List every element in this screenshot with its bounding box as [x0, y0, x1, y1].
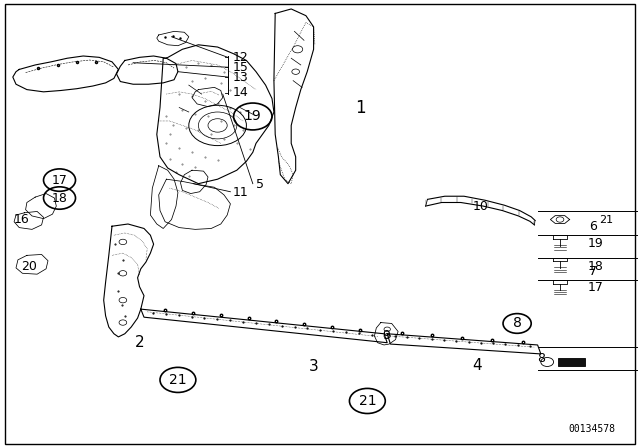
Text: 21: 21 [599, 215, 613, 224]
Text: 3: 3 [308, 359, 319, 374]
Text: 14: 14 [233, 86, 249, 99]
Text: 20: 20 [21, 260, 37, 273]
Text: 00134578: 00134578 [568, 424, 615, 434]
Text: 21: 21 [358, 394, 376, 408]
Text: 4: 4 [472, 358, 482, 373]
Text: 17: 17 [588, 281, 604, 294]
Text: 8: 8 [513, 316, 522, 331]
Text: 2: 2 [134, 335, 145, 350]
Text: 18: 18 [52, 191, 67, 205]
Text: 21: 21 [169, 373, 187, 387]
Text: 13: 13 [233, 70, 249, 84]
Text: 12: 12 [233, 51, 249, 64]
Text: 11: 11 [232, 186, 248, 199]
Text: 6: 6 [589, 220, 596, 233]
Text: 1: 1 [355, 99, 366, 116]
Text: 16: 16 [14, 213, 30, 226]
Text: 10: 10 [472, 199, 488, 213]
Text: 18: 18 [588, 259, 604, 273]
Text: 19: 19 [588, 237, 604, 250]
Text: 5: 5 [256, 178, 264, 191]
Text: 7: 7 [589, 264, 597, 278]
Bar [558, 358, 585, 366]
Text: 9: 9 [382, 328, 390, 342]
Text: 17: 17 [52, 173, 67, 187]
Text: 15: 15 [233, 60, 249, 74]
Text: 19: 19 [244, 109, 262, 124]
Text: 8: 8 [538, 352, 545, 365]
